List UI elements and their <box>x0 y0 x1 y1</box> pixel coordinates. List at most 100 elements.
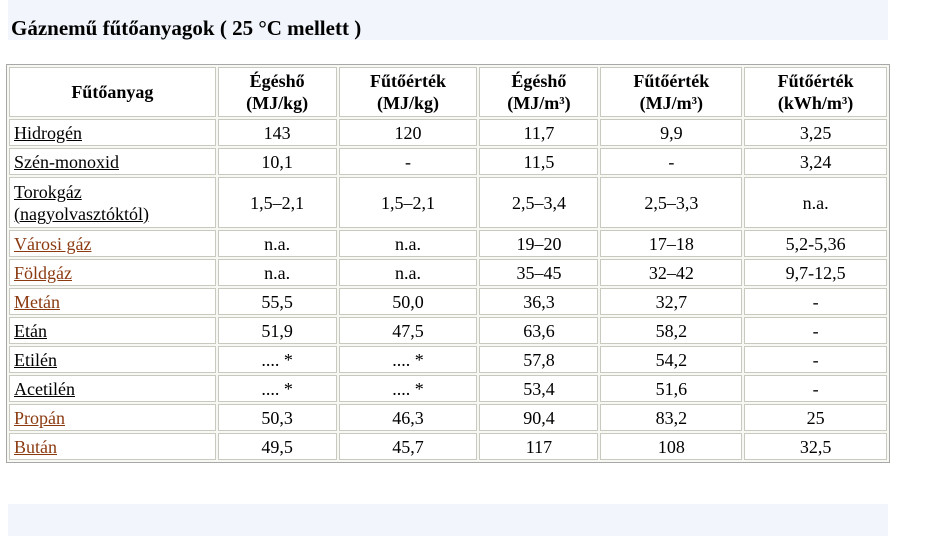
table-row: Propán 50,3 46,3 90,4 83,2 25 <box>9 404 887 431</box>
table-row: Földgáz n.a. n.a. 35–45 32–42 9,7-12,5 <box>9 259 887 286</box>
value-cell: n.a. <box>338 259 478 286</box>
value-cell: 32–42 <box>600 259 743 286</box>
value-cell: 58,2 <box>600 317 743 344</box>
table-row: Szén-monoxid 10,1-11,5-3,24 <box>9 148 887 175</box>
fuel-name-cell: Etilén <box>9 346 216 373</box>
column-header-label: Fűtőérték <box>370 71 447 91</box>
value-cell: 57,8 <box>479 346 599 373</box>
fuel-name-link[interactable]: Bután <box>14 436 57 457</box>
column-header-label: Égéshő <box>511 71 567 91</box>
value-cell: 83,2 <box>600 404 743 431</box>
fuel-name-cell: Hidrogén <box>9 119 216 146</box>
value-cell: - <box>744 375 887 402</box>
value-cell: 50,3 <box>217 404 337 431</box>
value-cell: 108 <box>600 433 743 460</box>
value-cell: 32,7 <box>600 288 743 315</box>
value-cell: 63,6 <box>479 317 599 344</box>
fuel-name-link[interactable]: Torokgáz <box>14 181 82 202</box>
value-cell: 3,24 <box>744 148 887 175</box>
bottom-band <box>8 504 888 536</box>
value-cell: 51,6 <box>600 375 743 402</box>
value-cell: - <box>338 148 478 175</box>
value-cell: 17–18 <box>600 230 743 257</box>
value-cell: 54,2 <box>600 346 743 373</box>
value-cell: 11,7 <box>479 119 599 146</box>
fuel-name-link[interactable]: Propán <box>14 407 65 428</box>
fuel-name-link[interactable]: Etán <box>14 320 47 341</box>
value-cell: 1,5–2,1 <box>217 177 337 228</box>
value-cell: 11,5 <box>479 148 599 175</box>
value-cell: n.a. <box>217 230 337 257</box>
table-row: Metán 55,5 50,0 36,3 32,7- <box>9 288 887 315</box>
fuel-name-link[interactable]: Etilén <box>14 349 57 370</box>
value-cell: 46,3 <box>338 404 478 431</box>
table-row: Etán 51,9 47,5 63,6 58,2- <box>9 317 887 344</box>
fuel-name-link[interactable]: Acetilén <box>14 378 75 399</box>
fuel-name-link[interactable]: Hidrogén <box>14 122 82 143</box>
value-cell: - <box>600 148 743 175</box>
column-header: Égéshő (MJ/kg) <box>217 67 337 117</box>
column-header-unit: (MJ/m³) <box>639 93 703 113</box>
column-header: Égéshő (MJ/m³) <box>479 67 599 117</box>
value-cell: 9,7-12,5 <box>744 259 887 286</box>
value-cell: 120 <box>338 119 478 146</box>
table-row: Torokgáz (nagyolvasztóktól) 1,5–2,1 1,5–2,1… <box>9 177 887 228</box>
fuel-name-link[interactable]: Városi gáz <box>14 233 92 254</box>
value-cell: 2,5–3,3 <box>600 177 743 228</box>
fuel-name-link[interactable]: Metán <box>14 291 60 312</box>
column-header-label: Fűtőérték <box>633 71 710 91</box>
value-cell: 32,5 <box>744 433 887 460</box>
value-cell: 117 <box>479 433 599 460</box>
table-row: Acetilén.... *.... * 53,4 51,6- <box>9 375 887 402</box>
fuel-name-link[interactable]: Földgáz <box>14 262 72 283</box>
value-cell: 1,5–2,1 <box>338 177 478 228</box>
value-cell: 53,4 <box>479 375 599 402</box>
value-cell: 10,1 <box>217 148 337 175</box>
value-cell: n.a. <box>338 230 478 257</box>
value-cell: .... * <box>217 375 337 402</box>
column-header-label: Fűtőanyag <box>71 82 154 102</box>
fuel-name-cell: Torokgáz (nagyolvasztóktól) <box>9 177 216 228</box>
value-cell: 2,5–3,4 <box>479 177 599 228</box>
value-cell: 47,5 <box>338 317 478 344</box>
fuel-name-link-subtitle[interactable]: (nagyolvasztóktól) <box>14 203 149 224</box>
value-cell: - <box>744 288 887 315</box>
value-cell: 25 <box>744 404 887 431</box>
fuel-name-cell: Metán <box>9 288 216 315</box>
column-header-unit: (MJ/m³) <box>507 93 571 113</box>
value-cell: - <box>744 346 887 373</box>
fuel-name-cell: Etán <box>9 317 216 344</box>
value-cell: 143 <box>217 119 337 146</box>
fuel-name-cell: Propán <box>9 404 216 431</box>
table-row: Városi gáz n.a. n.a. 19–20 17–18 5,2-5,36 <box>9 230 887 257</box>
column-header: Fűtőanyag <box>9 67 216 117</box>
fuel-name-cell: Acetilén <box>9 375 216 402</box>
table-row: Hidrogén 143 120 11,7 9,9 3,25 <box>9 119 887 146</box>
value-cell: 9,9 <box>600 119 743 146</box>
column-header: Fűtőérték (MJ/kg) <box>338 67 478 117</box>
value-cell: 50,0 <box>338 288 478 315</box>
value-cell: n.a. <box>217 259 337 286</box>
value-cell: 35–45 <box>479 259 599 286</box>
value-cell: 55,5 <box>217 288 337 315</box>
column-header: Fűtőérték (kWh/m³) <box>744 67 887 117</box>
value-cell: 90,4 <box>479 404 599 431</box>
column-header-unit: (MJ/kg) <box>377 93 440 113</box>
column-header-unit: (MJ/kg) <box>246 93 309 113</box>
fuel-name-cell: Bután <box>9 433 216 460</box>
fuel-name-cell: Szén-monoxid <box>9 148 216 175</box>
value-cell: 51,9 <box>217 317 337 344</box>
column-header: Fűtőérték (MJ/m³) <box>600 67 743 117</box>
page-title: Gáznemű fűtőanyagok ( 25 °C mellett ) <box>11 16 362 40</box>
fuel-name-link[interactable]: Szén-monoxid <box>14 151 119 172</box>
table-row: Etilén.... *.... * 57,8 54,2- <box>9 346 887 373</box>
value-cell: 49,5 <box>217 433 337 460</box>
value-cell: 36,3 <box>479 288 599 315</box>
table-header-row: Fűtőanyag Égéshő (MJ/kg) Fűtőérték (MJ/kg) Ég… <box>9 67 887 117</box>
fuel-table: Fűtőanyag Égéshő (MJ/kg) Fűtőérték (MJ/kg) Ég… <box>6 64 890 463</box>
fuel-name-cell: Városi gáz <box>9 230 216 257</box>
value-cell: .... * <box>217 346 337 373</box>
column-header-unit: (kWh/m³) <box>777 93 854 113</box>
value-cell: 45,7 <box>338 433 478 460</box>
fuel-name-cell: Földgáz <box>9 259 216 286</box>
